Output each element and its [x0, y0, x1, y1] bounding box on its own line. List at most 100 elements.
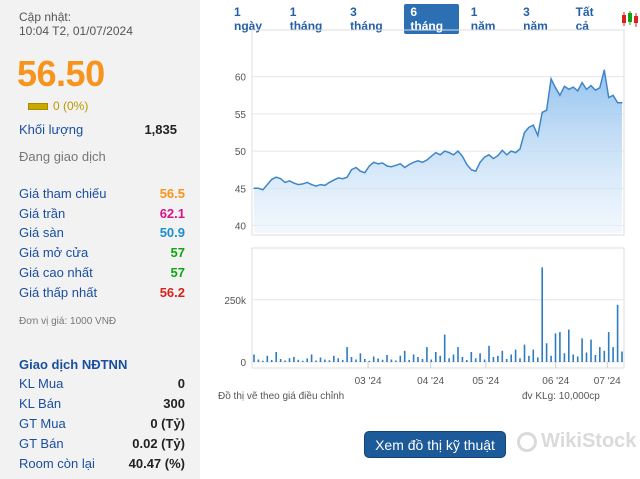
price-point — [590, 85, 592, 87]
price-point — [523, 131, 526, 134]
volume-bar — [279, 359, 282, 362]
price-volume-chart[interactable]: 40 45 50 55 60 0 250k 03 '24 04 '24 05 '24 06 '2… — [200, 22, 640, 407]
ref-price-value: 56.5 — [159, 186, 185, 201]
updated-time: 10:04 T2, 01/07/2024 — [19, 24, 133, 38]
price-point — [439, 154, 441, 156]
price-point — [603, 69, 605, 71]
price-point — [306, 181, 308, 183]
price-point — [337, 177, 339, 179]
price-point — [514, 152, 517, 154]
low-price-label: Giá thấp nhất — [19, 285, 98, 300]
floor-price-value: 50.9 — [159, 225, 185, 240]
volume-bar — [514, 349, 517, 362]
tab-6-months[interactable]: 6 tháng — [404, 4, 459, 34]
volume-bar — [581, 338, 583, 362]
volume-bar — [257, 359, 260, 362]
volume-bar — [270, 360, 273, 362]
price-point — [581, 82, 583, 84]
high-price-row: Giá cao nhất 57 — [19, 265, 185, 280]
volume-bar — [550, 355, 552, 362]
volume-bar — [417, 357, 419, 362]
price-point — [390, 166, 393, 168]
price-point — [413, 161, 415, 163]
price-point — [492, 157, 495, 160]
price-point — [616, 102, 619, 104]
volume-bar — [368, 360, 371, 362]
price-point — [271, 178, 273, 180]
price-point — [448, 152, 450, 154]
volume-bar — [545, 343, 548, 362]
quote-panel: Cập nhật: 10:04 T2, 01/07/2024 56.50 0 (… — [0, 0, 200, 479]
price-point — [532, 124, 534, 126]
price-tick-label: 50 — [235, 147, 247, 158]
price-area — [254, 70, 622, 233]
price-point — [421, 161, 424, 163]
foreign-value: 300 — [163, 396, 185, 411]
volume-bar — [328, 360, 331, 362]
volume-bar — [310, 354, 313, 362]
price-point — [355, 166, 357, 169]
volume-bar — [563, 353, 566, 362]
candlestick-icon[interactable] — [620, 11, 640, 27]
ceiling-price-row: Giá trần 62.1 — [19, 206, 185, 221]
volume-bar — [461, 357, 464, 362]
volume-bar — [505, 359, 508, 362]
price-point — [457, 150, 459, 152]
price-point — [319, 184, 322, 186]
unchanged-bar-icon — [28, 102, 48, 110]
volume-bar — [541, 267, 543, 362]
price-point — [395, 164, 397, 166]
volume-bar — [479, 353, 481, 362]
technical-chart-button[interactable]: Xem đồ thị kỹ thuật — [364, 431, 506, 458]
volume-bar — [426, 347, 428, 362]
volume-bar — [306, 358, 308, 362]
volume-bar — [554, 333, 557, 362]
price-point — [404, 166, 406, 169]
volume-plot-frame — [251, 247, 625, 369]
volume-bar — [395, 360, 397, 362]
volume-bar — [616, 304, 619, 362]
foreign-row: KL Mua 0 — [19, 376, 185, 391]
price-point — [342, 178, 344, 180]
price-point — [621, 102, 623, 104]
floor-price-row: Giá sàn 50.9 — [19, 225, 185, 240]
price-point — [519, 148, 521, 150]
volume-bar — [333, 355, 335, 362]
ref-price-row: Giá tham chiếu 56.5 — [19, 186, 185, 201]
price-point — [350, 169, 353, 171]
price-point — [528, 126, 530, 128]
volume-bar — [315, 360, 317, 362]
volume-bar — [585, 352, 588, 362]
foreign-row: KL Bán 300 — [19, 396, 185, 411]
price-point — [333, 179, 335, 181]
price-point — [475, 170, 477, 172]
volume-bar — [302, 360, 304, 362]
price-point — [324, 184, 326, 186]
volume-bar — [607, 332, 610, 362]
price-point — [280, 178, 282, 180]
foreign-row: Room còn lại 40.47 (%) — [19, 456, 185, 471]
volume-bar — [275, 352, 277, 362]
volume-bar — [590, 339, 592, 362]
volume-bar — [355, 359, 357, 362]
volume-bar — [576, 356, 579, 362]
volume-row: Khối lượng 1,835 — [19, 122, 185, 137]
volume-bar — [492, 357, 495, 362]
volume-bar — [293, 357, 295, 362]
price-plot-frame — [251, 29, 625, 236]
price-point — [253, 187, 255, 189]
volume-bar — [519, 358, 521, 362]
volume-tick-label: 250k — [224, 296, 247, 307]
x-tick-label: 07 '24 — [594, 376, 621, 387]
current-price: 56.50 — [17, 53, 105, 94]
price-point — [479, 161, 481, 163]
price-point — [426, 159, 428, 161]
price-point — [430, 155, 432, 157]
volume-bar — [448, 358, 450, 362]
price-point — [444, 150, 446, 152]
volume-bar — [381, 359, 384, 362]
foreign-label: Room còn lại — [19, 456, 95, 471]
price-point — [550, 78, 552, 80]
foreign-label: KL Mua — [19, 376, 64, 391]
price-point — [408, 163, 410, 166]
